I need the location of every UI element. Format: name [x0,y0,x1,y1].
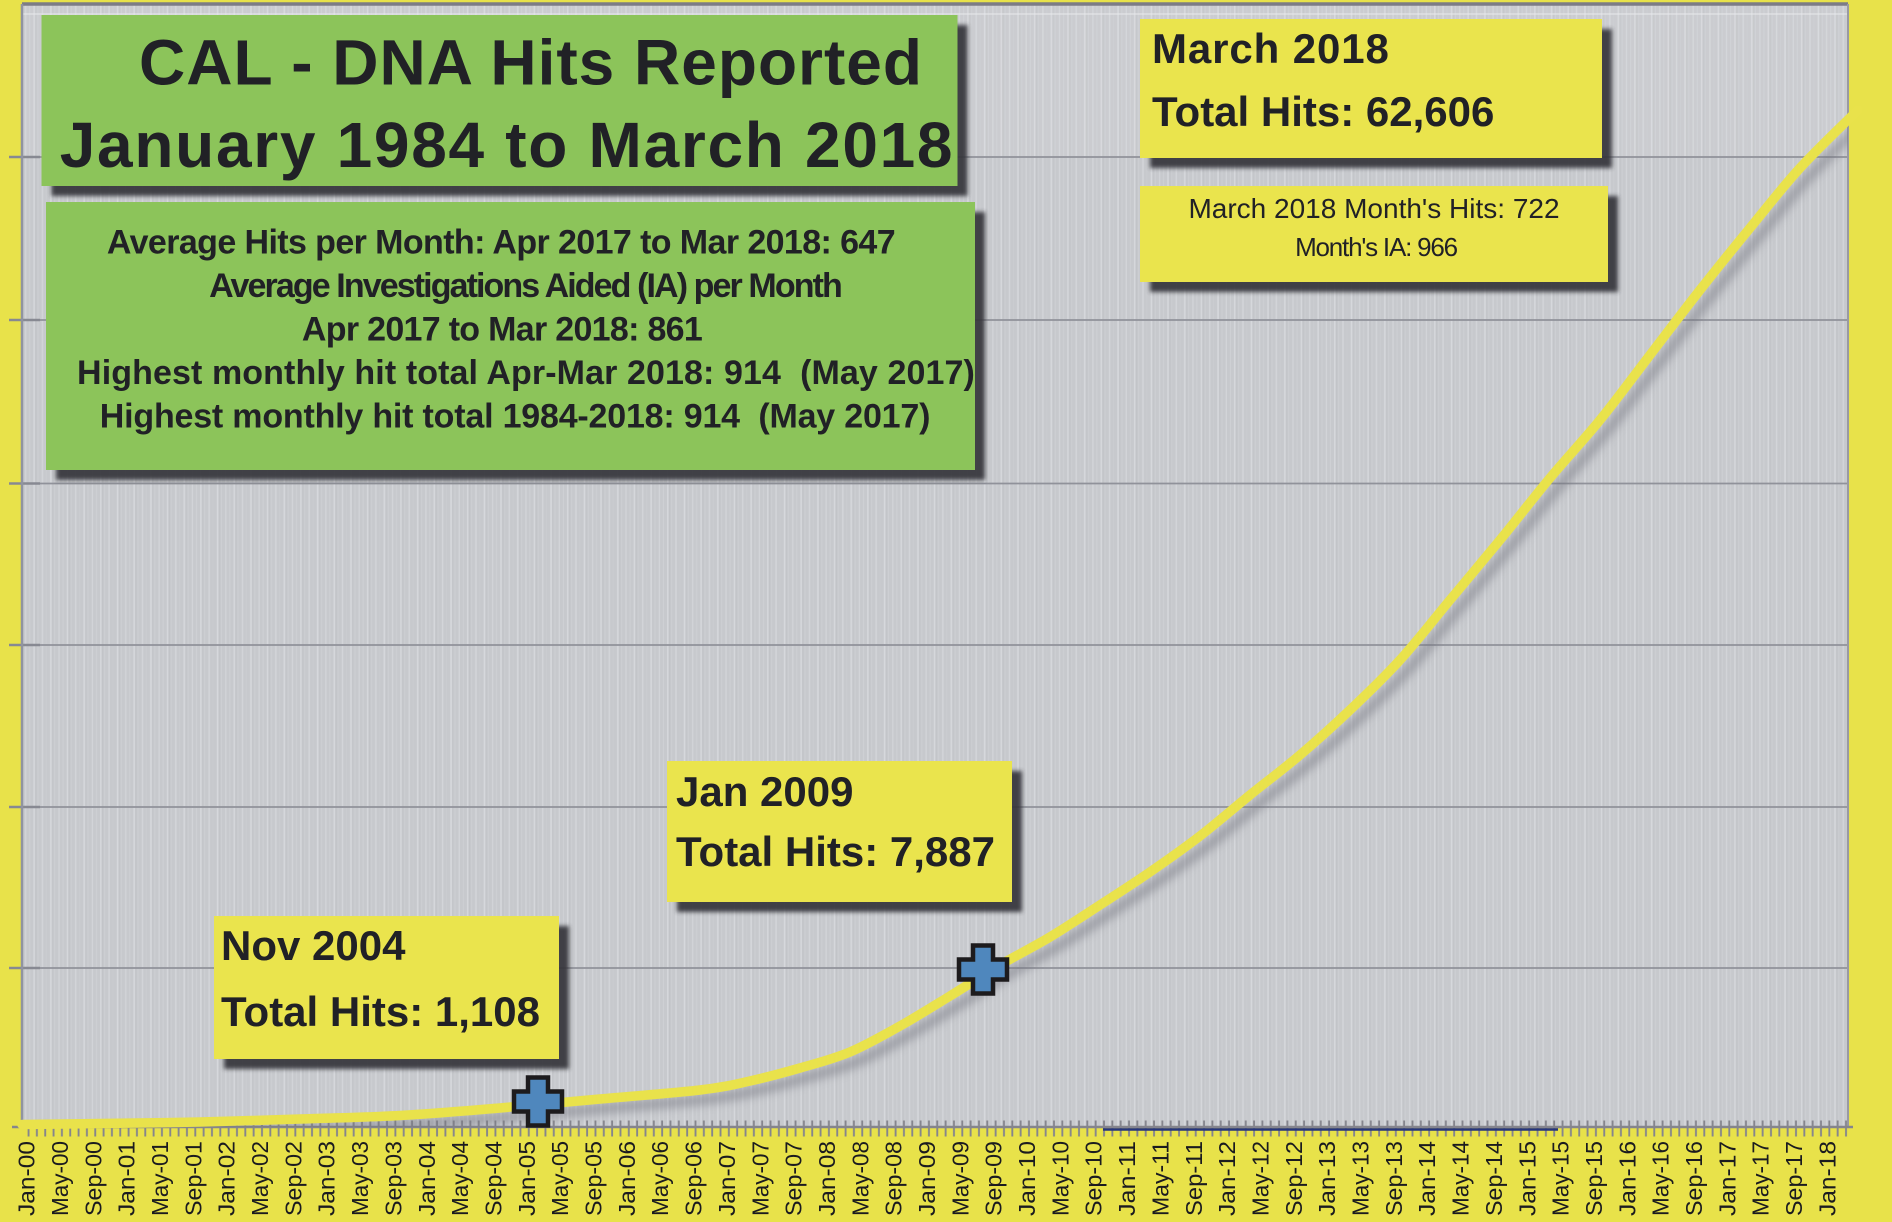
svg-text:Jan-14: Jan-14 [1414,1141,1440,1216]
svg-text:May-00: May-00 [47,1141,73,1216]
svg-text:May-04: May-04 [447,1141,473,1216]
svg-text:Average Investigations Aided (: Average Investigations Aided (IA) per Mo… [209,267,841,305]
svg-text:Sep-03: Sep-03 [380,1141,406,1216]
svg-text:Sep-07: Sep-07 [781,1141,807,1216]
svg-text:May-11: May-11 [1147,1141,1173,1216]
svg-text:January 1984 to March 2018: January 1984 to March 2018 [60,109,954,181]
svg-text:Sep-13: Sep-13 [1381,1141,1407,1216]
svg-text:Sep-11: Sep-11 [1181,1141,1207,1216]
svg-text:May-09: May-09 [947,1141,973,1216]
svg-text:May-12: May-12 [1248,1141,1274,1216]
svg-text:May-14: May-14 [1448,1141,1474,1216]
svg-text:Jan-02: Jan-02 [214,1141,240,1216]
svg-text:Sep-02: Sep-02 [280,1141,306,1216]
svg-text:Sep-01: Sep-01 [180,1141,206,1216]
svg-text:Sep-08: Sep-08 [881,1141,907,1216]
svg-text:May-01: May-01 [147,1141,173,1216]
svg-text:Average Hits per Month: Apr 20: Average Hits per Month: Apr 2017 to Mar … [107,224,895,262]
svg-text:Jan-04: Jan-04 [414,1141,440,1216]
svg-text:Jan-09: Jan-09 [914,1141,940,1216]
svg-text:Jan-11: Jan-11 [1114,1141,1140,1216]
svg-text:Jan-10: Jan-10 [1014,1141,1040,1216]
svg-text:Sep-09: Sep-09 [981,1141,1007,1216]
svg-text:Jan-12: Jan-12 [1214,1141,1240,1216]
svg-text:Sep-04: Sep-04 [481,1141,507,1216]
svg-text:Nov 2004: Nov 2004 [221,922,406,969]
svg-text:Jan-00: Jan-00 [14,1141,40,1216]
svg-text:May-06: May-06 [647,1141,673,1216]
svg-text:Sep-06: Sep-06 [681,1141,707,1216]
svg-text:Jan 2009: Jan 2009 [676,768,853,815]
svg-text:May-16: May-16 [1648,1141,1674,1216]
svg-text:May-08: May-08 [847,1141,873,1216]
svg-text:May-07: May-07 [747,1141,773,1216]
svg-text:May-03: May-03 [347,1141,373,1216]
svg-text:Jan-17: Jan-17 [1714,1141,1740,1216]
svg-text:Jan-05: Jan-05 [514,1141,540,1216]
svg-text:Sep-17: Sep-17 [1781,1141,1807,1216]
svg-text:Jan-18: Jan-18 [1814,1141,1840,1216]
svg-text:Sep-14: Sep-14 [1481,1141,1507,1216]
svg-text:Jan-06: Jan-06 [614,1141,640,1216]
svg-text:Highest monthly hit total 1984: Highest monthly hit total 1984-2018: 914… [100,398,930,436]
svg-text:Jan-07: Jan-07 [714,1141,740,1216]
svg-text:Total Hits: 1,108: Total Hits: 1,108 [221,988,540,1035]
svg-text:Sep-12: Sep-12 [1281,1141,1307,1216]
svg-text:May-10: May-10 [1047,1141,1073,1216]
svg-text:CAL - DNA Hits Reported: CAL - DNA Hits Reported [139,27,923,99]
svg-text:May-02: May-02 [247,1141,273,1216]
svg-text:Total Hits: 62,606: Total Hits: 62,606 [1152,88,1494,135]
svg-text:March 2018 Month's Hits: 722: March 2018 Month's Hits: 722 [1188,193,1559,224]
svg-text:Sep-10: Sep-10 [1081,1141,1107,1216]
svg-text:March 2018: March 2018 [1152,25,1390,72]
svg-text:Sep-05: Sep-05 [581,1141,607,1216]
svg-text:May-13: May-13 [1348,1141,1374,1216]
svg-text:Apr 2017 to Mar 2018: 861: Apr 2017 to Mar 2018: 861 [302,311,702,349]
svg-text:May-17: May-17 [1748,1141,1774,1216]
svg-text:Sep-16: Sep-16 [1681,1141,1707,1216]
svg-text:Month's IA: 966: Month's IA: 966 [1295,232,1458,262]
svg-text:Highest monthly hit total Apr-: Highest monthly hit total Apr-Mar 2018: … [77,354,975,392]
svg-text:Total Hits: 7,887: Total Hits: 7,887 [676,828,995,875]
svg-text:Sep-00: Sep-00 [80,1141,106,1216]
svg-text:Jan-15: Jan-15 [1514,1141,1540,1216]
svg-text:Jan-03: Jan-03 [314,1141,340,1216]
svg-text:Jan-16: Jan-16 [1614,1141,1640,1216]
svg-text:Jan-01: Jan-01 [114,1141,140,1216]
svg-text:May-15: May-15 [1548,1141,1574,1216]
svg-text:Jan-08: Jan-08 [814,1141,840,1216]
svg-text:May-05: May-05 [547,1141,573,1216]
svg-text:Jan-13: Jan-13 [1314,1141,1340,1216]
svg-text:Sep-15: Sep-15 [1581,1141,1607,1216]
